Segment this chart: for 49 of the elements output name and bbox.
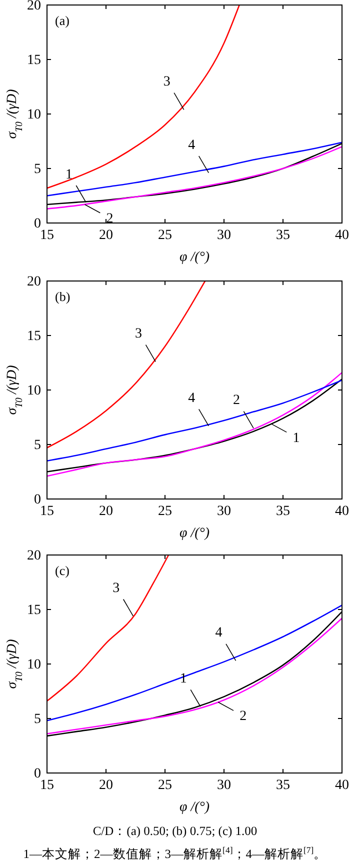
text: 1—本文解；2—数值解；3—解析解$^{[4]}$；4—解析解$^{[7]}$。 (23, 845, 327, 860)
y-tick-label: 0 (34, 492, 41, 508)
x-tick-label: 35 (276, 778, 290, 793)
y-tick-label: 15 (27, 602, 41, 618)
x-axis-title: φ /(°) (179, 526, 210, 541)
y-tick-label: 0 (34, 766, 41, 782)
annotation: 2 (233, 393, 240, 408)
annotation: 3 (112, 581, 120, 596)
x-tick-label: 20 (99, 504, 113, 519)
y-tick-label: 20 (27, 274, 41, 290)
y-tick-label: 10 (27, 107, 41, 122)
x-tick-label: 30 (217, 778, 231, 793)
y-tick-label: 10 (27, 383, 41, 398)
y-tick-label: 0 (34, 216, 41, 232)
y-tick-label: 10 (27, 657, 41, 672)
x-tick-label: 35 (276, 504, 290, 519)
text: (c) (55, 563, 70, 578)
annotation: 1 (65, 167, 72, 182)
y-tick-label: 20 (27, 548, 41, 564)
x-tick-label: 25 (158, 228, 172, 243)
y-tick-label: 15 (27, 328, 41, 344)
x-tick-label: 40 (335, 504, 349, 519)
y-tick-label: 5 (34, 438, 41, 453)
text: (a) (55, 13, 70, 28)
x-tick-label: 25 (158, 504, 172, 519)
x-tick-label: 35 (276, 228, 290, 243)
text: (b) (55, 289, 70, 304)
annotation: 3 (163, 74, 170, 90)
y-tick-label: 5 (34, 162, 41, 177)
x-tick-label: 40 (335, 778, 349, 793)
annotation: 2 (106, 211, 114, 226)
x-tick-label: 30 (217, 504, 231, 519)
annotation: 4 (188, 390, 196, 406)
annotation: 4 (215, 626, 222, 641)
x-axis-title: φ /(°) (179, 250, 210, 265)
annotation: 4 (188, 138, 196, 153)
x-tick-label: 25 (158, 778, 172, 793)
y-tick-label: 5 (34, 712, 41, 727)
annotation: 1 (292, 430, 300, 446)
x-tick-label: 20 (99, 778, 113, 793)
x-axis-title: φ /(°) (179, 800, 210, 815)
annotation: 2 (240, 709, 247, 724)
y-tick-label: 20 (27, 0, 41, 14)
text: C/D：(a) 0.50; (b) 0.75; (c) 1.00 (92, 824, 258, 838)
x-tick-label: 40 (335, 228, 349, 243)
annotation: 3 (135, 326, 142, 342)
x-tick-label: 20 (99, 228, 113, 243)
x-tick-label: 30 (217, 228, 231, 243)
y-tick-label: 15 (27, 52, 41, 68)
